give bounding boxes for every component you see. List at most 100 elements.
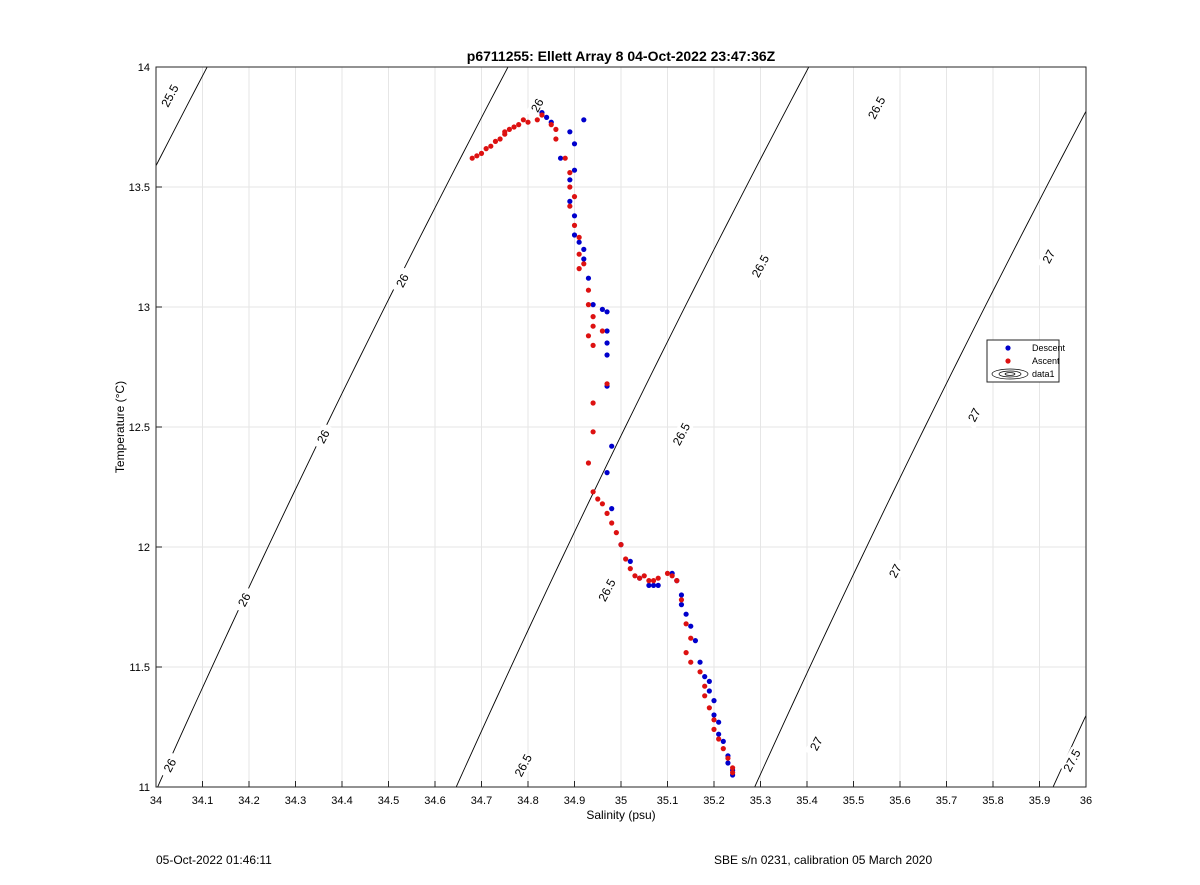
legend-label-ascent: Ascent [1032, 356, 1060, 366]
x-tick-label: 34.7 [471, 795, 492, 807]
ascent-point [590, 342, 596, 348]
contour-label-backing [158, 81, 182, 110]
x-tick-label: 34.2 [238, 795, 259, 807]
descent-point [725, 760, 731, 766]
data-points [469, 110, 736, 778]
ascent-point [567, 170, 573, 176]
descent-point [650, 582, 657, 589]
contour-label-backing [158, 751, 182, 780]
ascent-point [650, 578, 657, 584]
contour-label-backing [595, 576, 619, 605]
descent-point [716, 719, 722, 725]
contour-label: 26 [311, 422, 336, 451]
contour-label-text: 27 [886, 562, 905, 581]
x-tick-label: 35.3 [750, 795, 771, 807]
x-tick-label: 35.8 [982, 795, 1003, 807]
ascent-point [683, 650, 689, 656]
ascent-point [618, 542, 624, 548]
ascent-point [502, 129, 508, 135]
ascent-point [613, 530, 619, 536]
descent-point [711, 698, 717, 704]
x-axis-label: Salinity (psu) [586, 808, 655, 822]
ascent-point [511, 124, 517, 130]
descent-point [590, 302, 596, 308]
ascent-point [678, 597, 685, 603]
x-tick-label: 35.5 [843, 795, 864, 807]
ascent-point [553, 136, 559, 142]
density-contour-line [156, 67, 208, 167]
y-tick-label: 13.5 [129, 182, 150, 194]
ascent-point [646, 578, 652, 584]
x-tick-label: 34 [150, 795, 162, 807]
ascent-point [641, 573, 647, 579]
ascent-point [627, 566, 633, 572]
ascent-point [590, 400, 596, 406]
contour-label-backing [669, 420, 694, 449]
x-tick-label: 36 [1080, 795, 1092, 807]
descent-point [604, 352, 610, 358]
density-contour-line [754, 110, 1086, 787]
contour-label-backing [804, 729, 829, 758]
descent-point [567, 129, 573, 135]
descent-point [567, 198, 573, 204]
descent-point [581, 117, 587, 123]
ascent-point [604, 381, 610, 387]
contour-label-text: 27 [965, 406, 984, 425]
descent-point [609, 443, 615, 449]
y-tick-label: 13 [138, 302, 150, 314]
x-tick-label: 35.7 [936, 795, 957, 807]
ascent-point [478, 150, 485, 156]
ascent-point [702, 683, 708, 689]
descent-point [702, 674, 708, 680]
descent-point [678, 592, 685, 598]
x-tick-label: 34.1 [192, 795, 213, 807]
descent-point [576, 239, 582, 245]
contour-label: 27 [1036, 242, 1061, 271]
ascent-point [716, 736, 722, 742]
legend-marker-ascent [1005, 358, 1011, 364]
ascent-point [562, 155, 568, 161]
ascent-point [702, 693, 708, 699]
ascent-point [655, 575, 661, 581]
descent-point [581, 246, 587, 252]
ascent-point [492, 138, 499, 144]
descent-point [706, 688, 712, 694]
contour-label-text: 26 [161, 756, 180, 775]
contour-label-backing [511, 751, 536, 780]
ascent-point [697, 669, 703, 675]
y-tick-label: 14 [138, 62, 150, 74]
ascent-point [488, 143, 494, 149]
contour-label-text: 26 [314, 427, 333, 446]
ascent-point [664, 570, 671, 577]
ascent-point [720, 746, 726, 752]
contour-label-backing [962, 401, 987, 429]
ascent-point [595, 496, 601, 502]
descent-point [706, 678, 712, 685]
contour-label-backing [525, 91, 550, 120]
x-tick-label: 34.6 [424, 795, 445, 807]
x-tick-label: 34.4 [331, 795, 352, 807]
descent-point [678, 602, 685, 608]
ascent-point [548, 122, 554, 128]
x-tick-label: 35.9 [1029, 795, 1050, 807]
descent-point [646, 582, 652, 589]
ascent-point [590, 489, 596, 495]
ascent-point [506, 126, 512, 132]
ascent-point [590, 314, 596, 320]
ascent-point [585, 302, 592, 308]
legend[interactable]: Descent Ascent data1 [986, 339, 1066, 383]
descent-point [571, 167, 578, 173]
contour-label-backing [1060, 746, 1084, 775]
contour-label: 27 [883, 557, 908, 585]
ascent-point [604, 510, 610, 516]
descent-point [711, 712, 717, 718]
footer-calibration: SBE s/n 0231, calibration 05 March 2020 [714, 853, 933, 867]
ascent-point [585, 460, 592, 466]
descent-point [609, 506, 615, 512]
ascent-point [581, 261, 587, 267]
ascent-point [623, 556, 629, 562]
descent-point [604, 309, 610, 315]
chart-title: p6711255: Ellett Array 8 04-Oct-2022 23:… [467, 48, 776, 64]
descent-point [599, 306, 606, 312]
legend-marker-descent [1005, 345, 1011, 351]
